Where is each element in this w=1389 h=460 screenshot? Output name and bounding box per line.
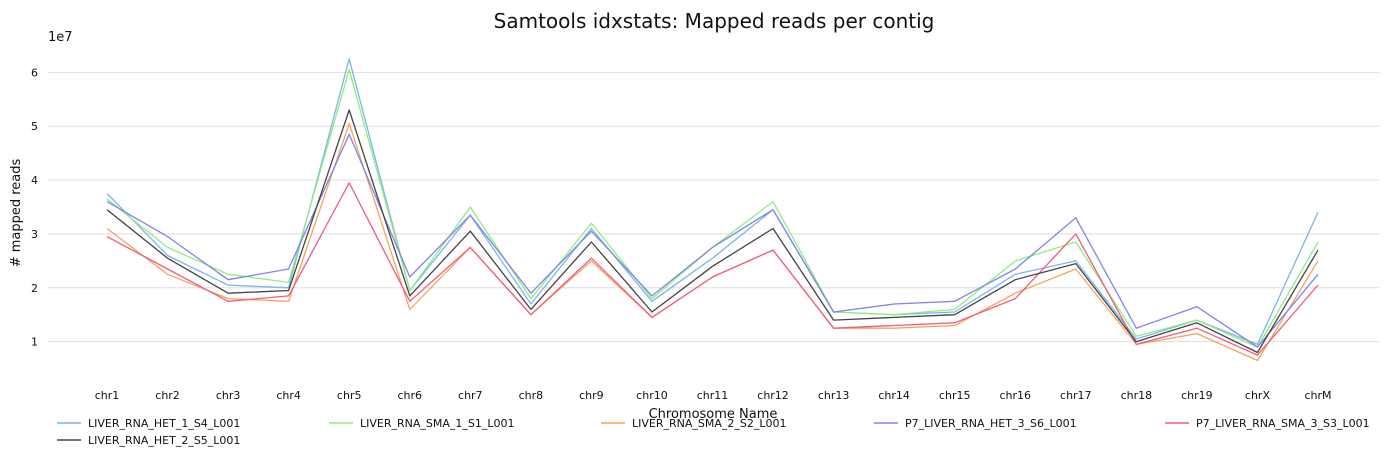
- legend-label: LIVER_RNA_SMA_2_S2_L001: [632, 417, 787, 430]
- x-tick-label: chr16: [999, 389, 1031, 402]
- y-tick-labels: 1 2 3 4 5 6: [31, 66, 38, 348]
- x-axis-label: Chromosome Name: [649, 407, 778, 422]
- legend-label: LIVER_RNA_HET_1_S4_L001: [88, 417, 240, 430]
- x-tick-label: chr5: [337, 389, 362, 402]
- y-tick-label: 5: [31, 120, 38, 133]
- series-lines: [106, 58, 1319, 362]
- legend: LIVER_RNA_HET_1_S4_L001 LIVER_RNA_SMA_1_S…: [57, 417, 1370, 447]
- x-tick-label: chr15: [939, 389, 971, 402]
- legend-item: LIVER_RNA_HET_1_S4_L001: [57, 417, 240, 430]
- legend-item: P7_LIVER_RNA_HET_3_S6_L001: [874, 417, 1077, 430]
- grid-lines: [48, 71, 1380, 343]
- x-tick-label: chr14: [878, 389, 910, 402]
- legend-item: LIVER_RNA_HET_2_S5_L001: [57, 434, 240, 447]
- x-tick-label: chr3: [216, 389, 241, 402]
- x-tick-label: chr6: [397, 389, 422, 402]
- x-tick-label: chr2: [155, 389, 180, 402]
- series-line-1: [106, 68, 1319, 348]
- legend-label: LIVER_RNA_HET_2_S5_L001: [88, 434, 240, 447]
- y-offset-label: 1e7: [48, 30, 73, 45]
- series-line-2: [106, 122, 1319, 362]
- series-line-4: [106, 182, 1319, 356]
- x-tick-label: chr10: [636, 389, 668, 402]
- x-tick-label: chr4: [276, 389, 301, 402]
- x-tick-label: chr8: [519, 389, 544, 402]
- y-tick-label: 3: [31, 228, 38, 241]
- x-tick-labels: chr1 chr2 chr3 chr4 chr5 chr6 chr7 chr8 chr9 chr1…: [95, 389, 1332, 402]
- y-tick-label: 1: [31, 336, 38, 349]
- legend-label: LIVER_RNA_SMA_1_S1_L001: [360, 417, 515, 430]
- legend-item: LIVER_RNA_SMA_2_S2_L001: [601, 417, 787, 430]
- x-tick-label: chrX: [1245, 389, 1271, 402]
- x-tick-label: chr18: [1121, 389, 1153, 402]
- chart-title: Samtools idxstats: Mapped reads per cont…: [494, 9, 935, 33]
- y-tick-label: 6: [31, 66, 38, 79]
- y-tick-label: 4: [31, 174, 38, 187]
- series-line-3: [106, 133, 1319, 348]
- series-line-5: [106, 109, 1319, 354]
- x-tick-label: chr1: [95, 389, 120, 402]
- x-tick-label: chrM: [1304, 389, 1331, 402]
- x-tick-label: chr12: [757, 389, 789, 402]
- legend-label: P7_LIVER_RNA_SMA_3_S3_L001: [1196, 417, 1370, 430]
- legend-item: P7_LIVER_RNA_SMA_3_S3_L001: [1165, 417, 1370, 430]
- y-tick-label: 2: [31, 282, 38, 295]
- x-tick-label: chr9: [579, 389, 604, 402]
- x-tick-label: chr17: [1060, 389, 1092, 402]
- x-tick-label: chr13: [818, 389, 850, 402]
- legend-item: LIVER_RNA_SMA_1_S1_L001: [329, 417, 515, 430]
- x-tick-label: chr11: [697, 389, 729, 402]
- legend-label: P7_LIVER_RNA_HET_3_S6_L001: [905, 417, 1077, 430]
- x-tick-label: chr19: [1181, 389, 1213, 402]
- y-axis-label: # mapped reads: [9, 158, 24, 267]
- x-tick-label: chr7: [458, 389, 483, 402]
